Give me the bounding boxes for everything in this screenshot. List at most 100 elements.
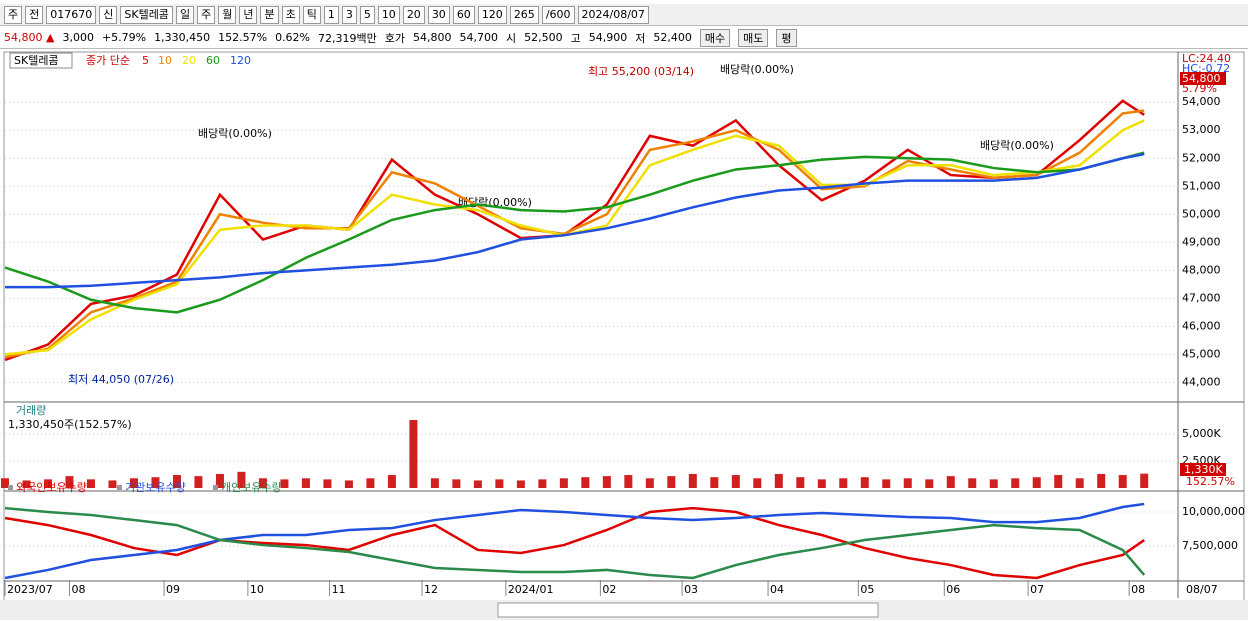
bar — [753, 478, 762, 488]
bar — [65, 476, 74, 488]
legend-entry: 외국인보유수량 — [16, 481, 87, 494]
legend-entry: 5 — [142, 54, 149, 67]
toolbar-item[interactable]: 분 — [260, 5, 279, 24]
info-item: 저 — [635, 31, 646, 45]
legend-title: SK텔레콤 — [14, 54, 59, 67]
info-item: 3,000 — [62, 31, 94, 44]
y-tick-label: 48,000 — [1182, 263, 1221, 276]
toolbar-item[interactable]: 265 — [509, 5, 539, 24]
toolbar: 주 전 017670 신 SK텔레콤 일 주 월 년 분 초 틱 1 3 5 10 20 30 60 120 265/6… — [0, 4, 1248, 26]
toolbar-item[interactable]: 일 — [175, 5, 195, 24]
side-label: 1,330K — [1184, 463, 1223, 476]
legend-entry: 60 — [206, 54, 220, 67]
button[interactable]: 매수 — [699, 28, 731, 47]
bar — [452, 479, 461, 488]
toolbar-item[interactable]: 1 — [323, 5, 339, 24]
toolbar-item[interactable]: 60 — [452, 5, 475, 24]
bar — [215, 473, 224, 488]
info-item: 54,800 — [413, 31, 452, 44]
bar — [989, 479, 998, 488]
bar — [624, 475, 633, 488]
scroll-thumb[interactable] — [497, 602, 879, 618]
bar — [946, 476, 955, 488]
line — [4, 506, 1145, 580]
toolbar-item[interactable]: 10 — [377, 5, 400, 24]
x-tick-label: 10 — [250, 583, 264, 596]
toolbar-item[interactable]: 3 — [341, 5, 357, 24]
info-item: 54,900 — [588, 31, 628, 44]
price-tag — [1180, 72, 1226, 85]
toolbar-item[interactable]: 120 — [477, 5, 507, 24]
toolbar-item[interactable]: SK텔레콤 — [120, 5, 173, 24]
legend-entry: 20 — [182, 54, 196, 67]
bar — [495, 479, 504, 488]
bar — [645, 478, 654, 488]
button[interactable]: 평 — [776, 28, 797, 47]
toolbar-item[interactable]: 주 — [197, 5, 216, 24]
toolbar-item[interactable]: 주 — [4, 5, 23, 24]
panel-subtitle: 1,330,450주(152.57%) — [8, 418, 132, 431]
x-tick-label: 03 — [684, 583, 698, 596]
toolbar-item[interactable]: 30 — [427, 5, 450, 24]
panel-title: 거래량 — [16, 404, 46, 417]
bar — [86, 479, 95, 488]
bar — [1118, 475, 1127, 488]
annotation: 최고 55,200 (03/14) — [588, 65, 694, 78]
x-tick-label: 06 — [946, 583, 960, 596]
bar — [473, 480, 482, 488]
info-item: 1,330,450 — [154, 31, 211, 44]
toolbar-item[interactable]: 20 — [402, 5, 425, 24]
side-label: 5.79% — [1182, 82, 1217, 95]
bar — [366, 478, 375, 488]
bar — [796, 477, 805, 488]
x-tick-label: 2024/01 — [508, 583, 554, 596]
toolbar-item[interactable]: 2024/08/07 — [577, 5, 649, 24]
button[interactable]: 매도 — [738, 28, 769, 47]
bar — [430, 478, 439, 488]
legend-entry: 개인보유수량 — [221, 481, 282, 494]
legend-swatch — [117, 485, 122, 490]
info-item: 0.62% — [275, 31, 311, 44]
bar — [1097, 473, 1106, 488]
line — [4, 502, 1145, 580]
bar — [237, 471, 246, 488]
chart-area: 최고 55,200 (03/14) 최저 44,050 (07/26) 배당락(… — [0, 51, 1248, 620]
bar — [1, 478, 9, 488]
y-tick-label: 50,000 — [1182, 207, 1221, 220]
bar — [710, 477, 719, 488]
bar — [323, 479, 332, 488]
toolbar-item[interactable]: 년 — [239, 5, 258, 24]
info-item: 52,400 — [653, 31, 692, 44]
line — [4, 109, 1145, 359]
toolbar-item[interactable]: 신 — [99, 5, 118, 24]
info-item: 54,800 ▲ — [4, 31, 55, 44]
bar — [280, 479, 289, 488]
bar — [108, 480, 117, 488]
info-item: 시 — [506, 31, 517, 45]
legend-entry: 120 — [230, 54, 251, 67]
line — [4, 506, 1146, 580]
side-label: HC:-0.72 — [1182, 62, 1230, 75]
toolbar-item[interactable]: 초 — [281, 5, 300, 24]
x-tick-label: 11 — [332, 583, 346, 596]
x-tick-label: 05 — [860, 583, 874, 596]
x-tick-label: 04 — [770, 583, 784, 596]
x-tick-label: 08 — [71, 583, 85, 596]
bar — [903, 478, 912, 488]
toolbar-item[interactable]: 틱 — [302, 5, 321, 24]
bar — [1140, 473, 1149, 488]
bar — [43, 479, 52, 488]
bar — [516, 480, 525, 488]
bar — [731, 475, 740, 488]
y-tick-label: 44,000 — [1182, 375, 1221, 388]
bar — [860, 477, 869, 488]
toolbar-item[interactable]: 전 — [25, 5, 44, 24]
toolbar-item[interactable]: /600 — [541, 5, 575, 24]
toolbar-item[interactable]: 017670 — [46, 5, 97, 24]
info-bar: 54,800 ▲ 3,000 +5.79% 1,330,450 152.57% 0.62%… — [0, 27, 1248, 49]
toolbar-item[interactable]: 5 — [359, 5, 375, 24]
y-tick-label: 47,000 — [1182, 291, 1221, 304]
side-label: 54,800 — [1182, 72, 1221, 85]
toolbar-item[interactable]: 월 — [218, 5, 237, 24]
